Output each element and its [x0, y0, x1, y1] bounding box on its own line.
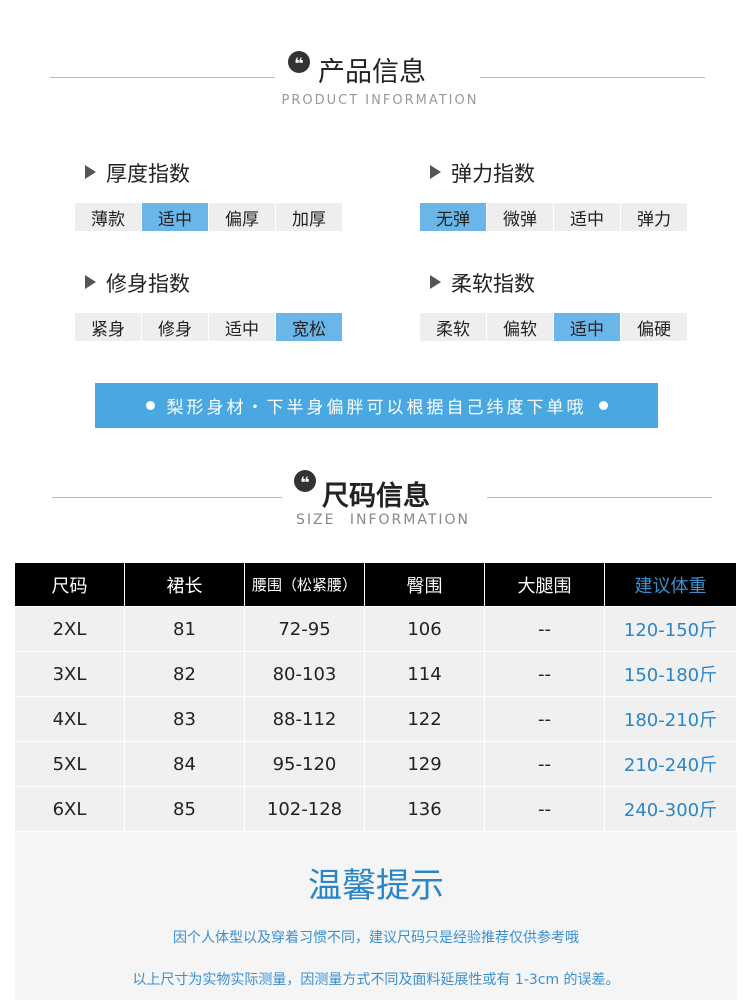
tips-line: 以上尺寸为实物实际测量，因测量方式不同及面料延展性或有 1-3cm 的误差。 — [132, 972, 620, 988]
table-cell: 210-240斤 — [605, 742, 736, 786]
table-cell: 4XL — [15, 697, 124, 741]
divider — [50, 77, 275, 78]
table-header-cell: 腰围（松紧腰） — [245, 563, 364, 606]
table-header-cell: 尺码 — [15, 563, 124, 606]
table-cell: -- — [485, 697, 604, 741]
table-cell: 5XL — [15, 742, 124, 786]
tips-box: 温馨提示 因个人体型以及穿着习惯不同，建议尺码只是经验推荐仅供参考哦 以上尺寸为… — [15, 832, 737, 1000]
divider — [52, 497, 282, 498]
table-cell: 120-150斤 — [605, 607, 736, 651]
table-cell: 6XL — [15, 787, 124, 831]
section-title: 产品信息 — [318, 57, 426, 88]
attribute-label: 修身指数 — [106, 272, 190, 296]
table-cell: 150-180斤 — [605, 652, 736, 696]
table-cell: 129 — [365, 742, 484, 786]
table-cell: 95-120 — [245, 742, 364, 786]
attribute-option: 薄款 — [75, 203, 141, 231]
quote-icon: ❝ — [294, 470, 316, 492]
section-subtitle: SIZE INFORMATION — [295, 512, 471, 528]
table-cell: 80-103 — [245, 652, 364, 696]
section-subtitle: PRODUCT INFORMATION — [281, 93, 479, 108]
attribute-option: 紧身 — [75, 313, 141, 341]
table-cell: 3XL — [15, 652, 124, 696]
triangle — [430, 165, 441, 179]
table-cell: 85 — [125, 787, 244, 831]
table-cell: 84 — [125, 742, 244, 786]
attribute-option: 偏软 — [487, 313, 553, 341]
table-cell: 180-210斤 — [605, 697, 736, 741]
table-cell: -- — [485, 742, 604, 786]
table-cell: 136 — [365, 787, 484, 831]
section-title: 尺码信息 — [322, 481, 430, 512]
attribute-option: 适中 — [209, 313, 275, 341]
banner: 梨形身材・下半身偏胖可以根据自己纬度下单哦 — [95, 383, 658, 428]
attribute-option: 柔软 — [420, 313, 486, 341]
triangle — [85, 275, 96, 289]
table-header-cell: 建议体重 — [605, 563, 736, 606]
table-cell: 102-128 — [245, 787, 364, 831]
attribute-option: 微弹 — [487, 203, 553, 231]
attribute-option: 适中 — [142, 203, 208, 231]
attribute-option: 适中 — [554, 313, 620, 341]
table-cell: 122 — [365, 697, 484, 741]
attribute-option: 加厚 — [276, 203, 342, 231]
banner-text: 梨形身材・下半身偏胖可以根据自己纬度下单哦 — [166, 398, 587, 418]
dot — [145, 401, 155, 410]
attribute-option: 宽松 — [276, 313, 342, 341]
attribute-option: 偏硬 — [621, 313, 687, 341]
table-cell: 2XL — [15, 607, 124, 651]
table-cell: -- — [485, 607, 604, 651]
table-cell: 81 — [125, 607, 244, 651]
table-header-cell: 臀围 — [365, 563, 484, 606]
table-cell: -- — [485, 652, 604, 696]
triangle — [85, 165, 96, 179]
table-cell: 114 — [365, 652, 484, 696]
table-cell: 72-95 — [245, 607, 364, 651]
attribute-option: 适中 — [554, 203, 620, 231]
divider — [487, 497, 712, 498]
table-header-cell: 裙长 — [125, 563, 244, 606]
attribute-option: 修身 — [142, 313, 208, 341]
table-cell: 83 — [125, 697, 244, 741]
table-cell: -- — [485, 787, 604, 831]
dot — [598, 401, 608, 410]
table-cell: 82 — [125, 652, 244, 696]
tips-title: 温馨提示 — [308, 866, 444, 906]
quote-icon: ❝ — [288, 51, 310, 73]
attribute-option: 无弹 — [420, 203, 486, 231]
divider — [480, 77, 705, 78]
attribute-option: 偏厚 — [209, 203, 275, 231]
triangle — [430, 275, 441, 289]
attribute-label: 厚度指数 — [106, 162, 190, 186]
table-cell: 88-112 — [245, 697, 364, 741]
attribute-option: 弹力 — [621, 203, 687, 231]
tips-line: 因个人体型以及穿着习惯不同，建议尺码只是经验推荐仅供参考哦 — [173, 930, 579, 946]
table-header-cell: 大腿围 — [485, 563, 604, 606]
attribute-label: 柔软指数 — [451, 272, 535, 296]
table-cell: 240-300斤 — [605, 787, 736, 831]
attribute-label: 弹力指数 — [451, 162, 535, 186]
table-cell: 106 — [365, 607, 484, 651]
